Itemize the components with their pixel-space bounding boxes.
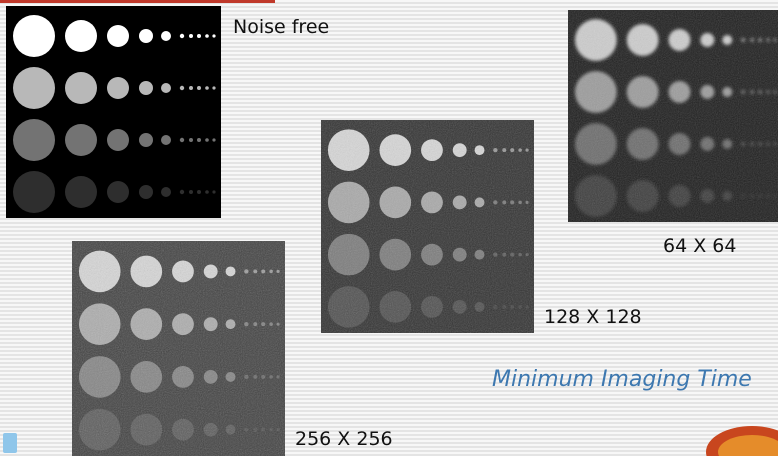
noise-overlay bbox=[321, 120, 534, 333]
disc bbox=[197, 34, 201, 38]
noise-overlay bbox=[72, 241, 285, 456]
disc bbox=[212, 190, 216, 194]
disc bbox=[65, 176, 97, 208]
disc bbox=[205, 190, 209, 194]
corner-logo-inner bbox=[718, 435, 778, 456]
disc bbox=[65, 72, 97, 104]
disc bbox=[65, 124, 97, 156]
disc bbox=[139, 81, 153, 95]
phantom-image bbox=[568, 10, 778, 222]
disc bbox=[139, 133, 153, 147]
disc bbox=[205, 34, 209, 38]
phantom-image bbox=[321, 120, 534, 333]
disc bbox=[179, 85, 185, 91]
disc bbox=[107, 25, 129, 47]
disc bbox=[13, 119, 55, 161]
noise-overlay bbox=[568, 10, 778, 222]
disc bbox=[13, 171, 55, 213]
disc bbox=[161, 31, 171, 41]
panels bbox=[6, 6, 778, 456]
disc bbox=[179, 137, 185, 143]
disc bbox=[13, 67, 55, 109]
disc bbox=[161, 187, 171, 197]
disc bbox=[107, 181, 129, 203]
disc bbox=[189, 138, 193, 142]
disc bbox=[65, 20, 97, 52]
disc bbox=[139, 185, 153, 199]
disc bbox=[179, 189, 185, 195]
disc bbox=[161, 83, 171, 93]
disc bbox=[197, 190, 201, 194]
panel-label: 128 X 128 bbox=[544, 306, 642, 328]
panel-label: 64 X 64 bbox=[663, 235, 737, 257]
disc bbox=[197, 138, 201, 142]
disc bbox=[189, 34, 193, 38]
disc bbox=[205, 138, 209, 142]
disc bbox=[189, 86, 193, 90]
phantom-image bbox=[6, 6, 221, 218]
panel-label: 256 X 256 bbox=[295, 428, 393, 450]
disc bbox=[13, 15, 55, 57]
discs bbox=[13, 15, 216, 213]
caption: Minimum Imaging Time bbox=[492, 367, 752, 392]
top-rule bbox=[0, 0, 275, 3]
disc bbox=[161, 135, 171, 145]
panel-label: Noise free bbox=[233, 16, 330, 38]
disc bbox=[197, 86, 201, 90]
phantom-image bbox=[72, 241, 285, 456]
disc bbox=[139, 29, 153, 43]
disc bbox=[205, 86, 209, 90]
disc bbox=[212, 34, 216, 38]
disc bbox=[189, 190, 193, 194]
disc bbox=[179, 33, 185, 39]
disc bbox=[107, 129, 129, 151]
disc bbox=[212, 138, 216, 142]
disc bbox=[212, 86, 216, 90]
disc bbox=[107, 77, 129, 99]
slide-icon bbox=[3, 433, 17, 453]
